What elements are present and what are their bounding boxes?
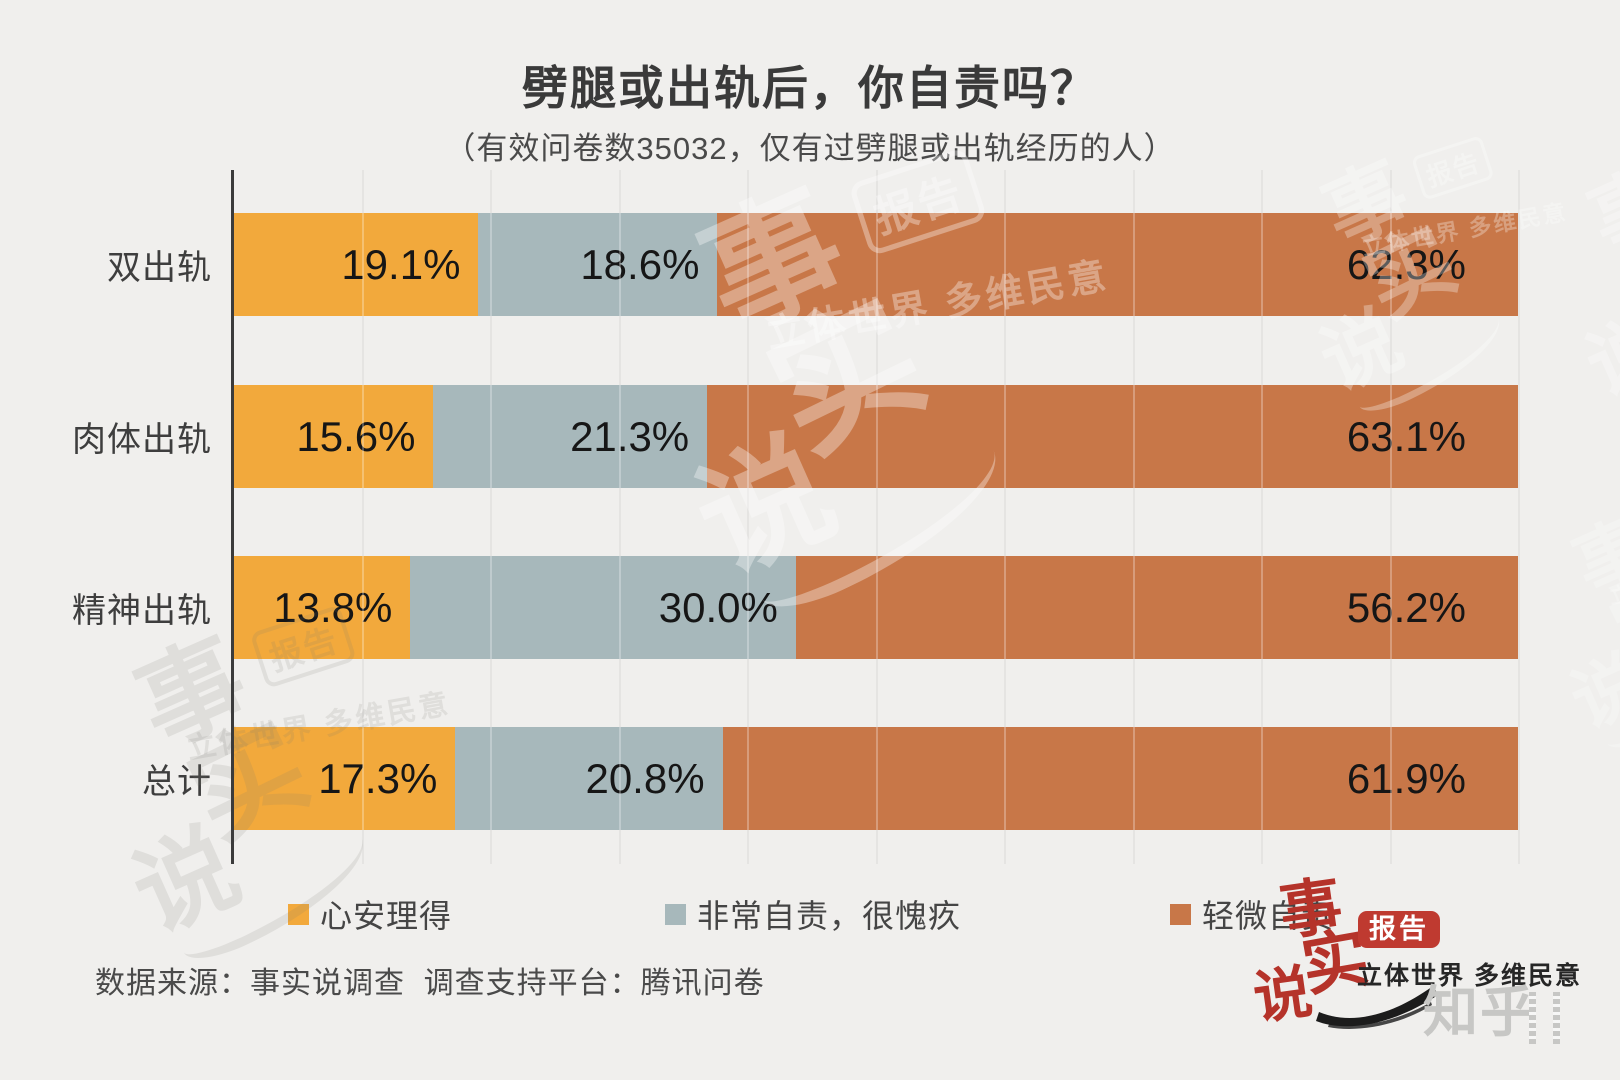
legend-label: 心安理得 xyxy=(320,898,453,934)
brush-stroke-icon xyxy=(1316,986,1438,1029)
gridline xyxy=(490,170,492,864)
bar-segment-3: 61.9% xyxy=(722,727,1518,830)
watermark-char: 实 xyxy=(1615,216,1620,343)
gridline-overlay xyxy=(361,170,364,864)
bar-segment-3: 56.2% xyxy=(795,556,1518,659)
gridline-overlay xyxy=(1261,170,1263,864)
bar-segment-2: 30.0% xyxy=(410,556,796,659)
gridline-overlay xyxy=(490,170,492,864)
value-label: 62.3% xyxy=(1346,240,1466,288)
legend-item: 非常自责，很愧疚 xyxy=(665,894,961,934)
report-badge: 报告 xyxy=(1358,911,1440,948)
bar-segment-1: 13.8% xyxy=(233,556,411,659)
zhihu-logo: 知乎 xyxy=(1423,981,1538,1043)
bar-segment-2: 20.8% xyxy=(455,727,723,830)
bar-segment-2: 21.3% xyxy=(433,385,708,488)
legend-swatch xyxy=(1170,903,1191,925)
gridline xyxy=(747,170,749,864)
value-label: 18.6% xyxy=(580,240,700,288)
bar-row: 17.3% 20.8% 61.9% xyxy=(233,727,1518,830)
brand-char-icon: 说 xyxy=(1249,959,1317,1032)
watermark-pill xyxy=(1548,988,1565,1048)
plot-area: 19.1% 18.6% 62.3% 15.6% 21.3% 63.1% 13.8% 30.0%… xyxy=(231,170,1520,864)
gridline xyxy=(1261,170,1263,864)
gridline-overlay xyxy=(1518,170,1520,864)
gridline xyxy=(1132,170,1135,864)
watermark-char: 事 xyxy=(1562,504,1620,611)
gridline-overlay xyxy=(618,170,621,864)
bar-segment-2: 18.6% xyxy=(478,213,718,316)
bar-segment-1: 17.3% xyxy=(233,727,456,830)
bar-segment-1: 19.1% xyxy=(233,213,479,316)
brand-logo: 事 实 说 报告 立体世界 多维民意 知乎 xyxy=(1180,855,1620,1080)
bar-row: 19.1% 18.6% 62.3% xyxy=(233,213,1518,316)
legend-item: 心安理得 xyxy=(288,894,452,934)
value-label: 13.8% xyxy=(273,583,393,631)
category-label: 肉体出轨 xyxy=(72,421,212,459)
gridline-overlay xyxy=(747,170,749,864)
y-axis-line xyxy=(231,170,234,864)
value-label: 19.1% xyxy=(341,240,461,288)
gridline-overlay xyxy=(1389,170,1392,864)
value-label: 30.0% xyxy=(658,583,778,631)
watermark-tagline: 立体世界 多维民意 xyxy=(1607,553,1620,609)
gridline-overlay xyxy=(1004,170,1006,864)
watermark-swoosh xyxy=(1609,308,1620,427)
gridline xyxy=(1518,170,1520,864)
bar-row: 13.8% 30.0% 56.2% xyxy=(233,556,1518,659)
legend-swatch xyxy=(665,903,686,925)
watermark-char: 说 xyxy=(1559,640,1620,744)
watermark-swoosh xyxy=(1592,647,1620,757)
value-label: 21.3% xyxy=(570,412,690,460)
legend-label: 轻微自责 xyxy=(1202,898,1335,934)
legend-swatch xyxy=(288,903,309,925)
gridline-overlay xyxy=(1132,170,1135,864)
legend-label: 非常自责，很愧疚 xyxy=(697,898,962,934)
gridline xyxy=(361,170,364,864)
bar-row: 15.6% 21.3% 63.1% xyxy=(233,385,1518,488)
bar-segment-3: 63.1% xyxy=(707,385,1518,488)
value-label: 61.9% xyxy=(1346,754,1466,802)
category-label: 双出轨 xyxy=(107,249,212,287)
value-label: 17.3% xyxy=(318,754,438,802)
value-label: 63.1% xyxy=(1346,412,1466,460)
value-label: 15.6% xyxy=(296,412,416,460)
value-label: 20.8% xyxy=(585,754,705,802)
source-note: 数据来源：事实说调查 调查支持平台：腾讯问卷 xyxy=(95,967,765,1000)
chart-subtitle: （有效问卷数35032，仅有过劈腿或出轨经历的人） xyxy=(444,131,1176,166)
gridline-overlay xyxy=(875,170,878,864)
brand-tagline: 立体世界 多维民意 xyxy=(1357,962,1582,990)
value-label: 56.2% xyxy=(1346,583,1466,631)
watermark-char: 说 xyxy=(1573,301,1620,413)
legend-item: 轻微自责 xyxy=(1170,894,1334,934)
bar-segment-1: 15.6% xyxy=(233,385,434,488)
category-label: 精神出轨 xyxy=(72,592,212,630)
gridline xyxy=(875,170,878,864)
page-title: 劈腿或出轨后，你自责吗？ xyxy=(522,62,1098,114)
gridline xyxy=(1389,170,1392,864)
watermark-pill xyxy=(1524,988,1541,1048)
category-label: 总计 xyxy=(142,763,212,801)
gridline xyxy=(1004,170,1006,864)
watermark-char: 实 xyxy=(1597,562,1620,679)
gridline xyxy=(618,170,621,864)
bar-segment-3: 62.3% xyxy=(717,213,1518,316)
